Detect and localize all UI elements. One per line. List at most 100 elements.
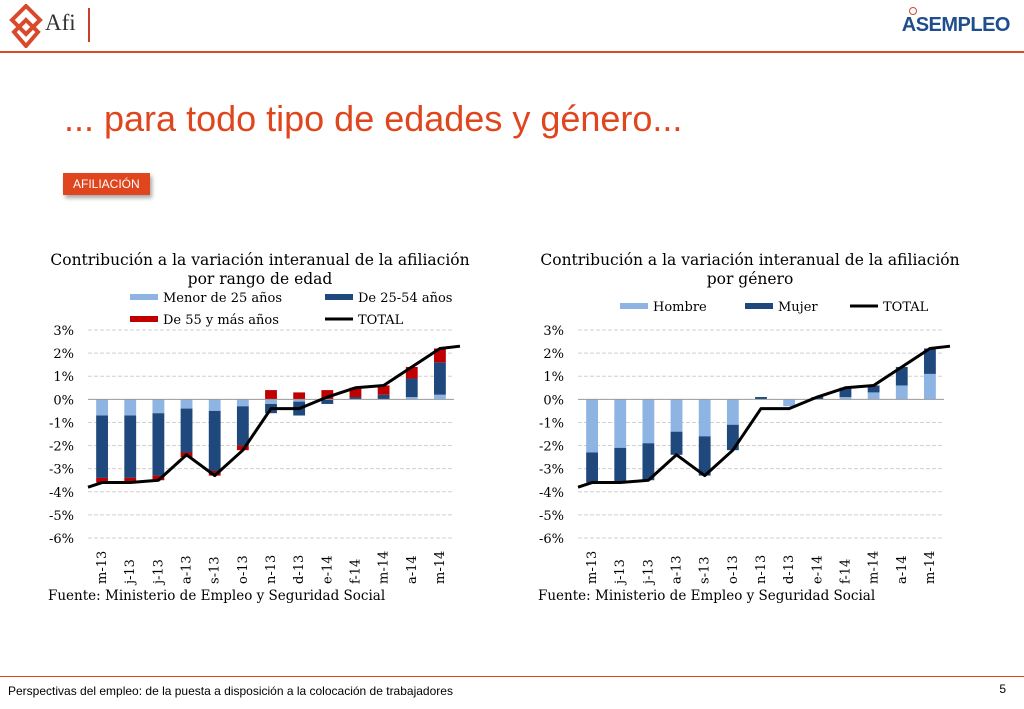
- legend-label: Mujer: [778, 300, 818, 315]
- bar-segment: [755, 397, 767, 400]
- x-tick-label: m-13: [95, 551, 110, 584]
- y-tick-label: -6%: [49, 532, 74, 547]
- bar-segment: [405, 366, 418, 379]
- x-tick-label: d-13: [292, 555, 307, 584]
- legend-label: Hombre: [653, 300, 707, 315]
- bar-segment: [321, 390, 334, 400]
- bar-segment: [152, 475, 165, 481]
- bar-segment: [208, 410, 221, 471]
- afi-logo-text: Afi: [45, 10, 76, 35]
- legend-label: Menor de 25 años: [163, 291, 282, 306]
- bar-segment: [349, 387, 362, 398]
- bar-segment: [293, 392, 306, 400]
- x-tick-label: f-14: [838, 559, 853, 584]
- bar-segment: [839, 387, 852, 398]
- x-tick-label: a-13: [180, 555, 195, 584]
- x-tick-label: o-13: [726, 555, 741, 584]
- bar-segment: [152, 399, 165, 414]
- y-tick-label: -2%: [539, 440, 564, 455]
- legend-label: TOTAL: [358, 313, 404, 328]
- bar-segment: [924, 373, 936, 400]
- bar-segment: [180, 408, 193, 453]
- bar-segment: [96, 415, 108, 478]
- bar-segment: [236, 406, 249, 446]
- x-tick-label: d-13: [782, 555, 797, 584]
- bar-segment: [867, 385, 880, 393]
- x-tick-label: m-14: [377, 551, 392, 584]
- bar-segment: [614, 399, 627, 448]
- bar-segment: [698, 399, 711, 437]
- x-tick-label: s-13: [698, 556, 713, 584]
- x-tick-label: m-14: [867, 551, 882, 584]
- x-tick-label: f-14: [348, 559, 363, 584]
- y-tick-label: -4%: [49, 486, 74, 501]
- legend-label: TOTAL: [883, 300, 929, 315]
- bar-segment: [124, 399, 137, 416]
- y-tick-label: 3%: [53, 324, 74, 339]
- y-tick-label: -4%: [539, 486, 564, 501]
- bar-segment: [867, 392, 880, 400]
- bar-segment: [670, 399, 683, 432]
- chart-title-line: por género: [707, 270, 794, 288]
- header-divider: [0, 51, 1024, 53]
- header: Afi ASEMPLEO: [0, 0, 1024, 53]
- legend-swatch: [325, 294, 353, 300]
- bar-segment: [434, 362, 446, 395]
- y-tick-label: 1%: [543, 370, 564, 385]
- legend-swatch: [620, 303, 648, 309]
- bar-segment: [405, 378, 418, 398]
- y-tick-label: -2%: [49, 440, 74, 455]
- asempleo-logo: ASEMPLEO: [901, 7, 1011, 37]
- footer-text: Perspectivas del empleo: de la puesta a …: [8, 684, 453, 698]
- bar-segment: [895, 385, 908, 400]
- bar-segment: [124, 477, 137, 483]
- bar-segment: [180, 399, 193, 409]
- y-tick-label: 3%: [543, 324, 564, 339]
- bar-segment: [349, 397, 362, 400]
- bar-segment: [124, 415, 137, 478]
- chart-title-line: Contribución a la variación interanual d…: [540, 251, 959, 269]
- y-tick-label: 1%: [53, 370, 74, 385]
- y-tick-label: -1%: [49, 416, 74, 431]
- chart-gender-svg: Contribución a la variación interanual d…: [538, 251, 960, 604]
- x-tick-label: m-14: [923, 551, 938, 584]
- chart-age: Contribución a la variación interanual d…: [40, 248, 480, 608]
- bar-segment: [236, 399, 249, 407]
- legend-label: De 55 y más años: [163, 313, 279, 328]
- x-tick-label: e-14: [810, 555, 825, 584]
- bar-segment: [265, 390, 277, 400]
- bar-segment: [152, 413, 165, 476]
- bar-segment: [321, 399, 334, 404]
- bar-segment: [726, 399, 739, 425]
- x-tick-label: n-13: [754, 555, 769, 584]
- legend-label: De 25-54 años: [358, 291, 452, 306]
- x-tick-label: a-14: [405, 555, 420, 584]
- x-tick-label: a-14: [895, 555, 910, 584]
- y-tick-label: 0%: [543, 393, 564, 408]
- chart-age-svg: Contribución a la variación interanual d…: [48, 251, 470, 604]
- y-tick-label: -5%: [539, 509, 564, 524]
- x-tick-label: s-13: [208, 556, 223, 584]
- bar-segment: [698, 436, 711, 476]
- asempleo-logo-text: ASEMPLEO: [901, 14, 1011, 36]
- y-tick-label: -1%: [539, 416, 564, 431]
- x-tick-label: j-13: [151, 559, 166, 586]
- x-tick-label: m-14: [433, 551, 448, 584]
- bar-segment: [208, 470, 221, 476]
- y-tick-label: -3%: [49, 463, 74, 478]
- bar-segment: [642, 443, 655, 481]
- x-tick-label: j-13: [641, 559, 656, 586]
- legend-swatch: [130, 294, 158, 300]
- bar-segment: [377, 385, 390, 395]
- bar-segment: [726, 424, 739, 451]
- legend-swatch: [745, 303, 773, 309]
- y-tick-label: 0%: [53, 393, 74, 408]
- chart-source: Fuente: Ministerio de Empleo y Seguridad…: [538, 588, 875, 604]
- logo-divider: [88, 8, 90, 42]
- bar-segment: [96, 477, 108, 483]
- bar-segment: [265, 399, 277, 404]
- bar-segment: [434, 348, 446, 363]
- bar-segment: [434, 394, 446, 400]
- section-tag: AFILIACIÓN: [63, 173, 150, 195]
- x-tick-label: m-13: [585, 551, 600, 584]
